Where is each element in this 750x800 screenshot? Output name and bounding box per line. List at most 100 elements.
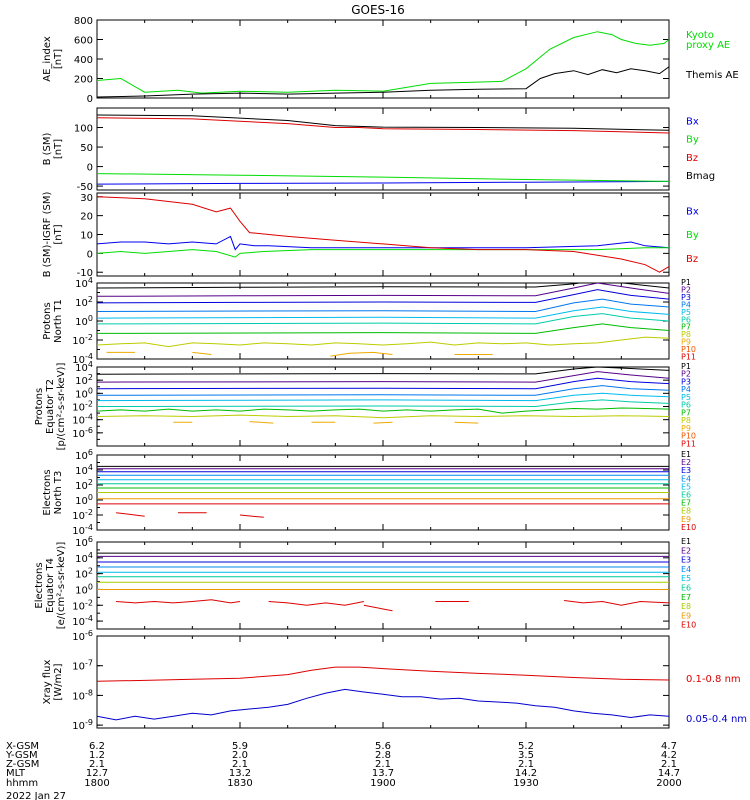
legend-label: P10 [681, 432, 696, 441]
y-axis-label: [e/(cm²-s-sr-keV)] [56, 542, 67, 630]
ephemeris-value: 4.7 [661, 741, 677, 752]
legend-label: Bz [686, 254, 698, 265]
legend-label: By [686, 230, 699, 241]
y-tick-label: 50 [80, 143, 93, 154]
legend-label: P4 [681, 385, 691, 394]
ephemeris-row-label: X-GSM [6, 741, 39, 752]
y-tick-label: 100 [75, 386, 93, 400]
panel-bdiff: -10 0 10 20 30 B (SM)-IGRF (SM) [nT] Bx By Bz [42, 192, 699, 280]
y-axis-label: AE_index [42, 36, 53, 82]
ephemeris-value: 6.2 [89, 741, 105, 752]
y-tick-label: 0 [87, 249, 93, 260]
legend-label: E9 [681, 611, 691, 620]
series-line-p8 [97, 336, 669, 348]
series-line-p1 [97, 367, 669, 375]
legend-label: E6 [681, 491, 691, 500]
y-axis-label: Electrons [42, 469, 53, 515]
legend-label: Themis AE [685, 70, 739, 81]
legend-label: Bx [686, 116, 699, 127]
ephemeris-value: 1830 [227, 778, 252, 789]
ephemeris-row-label: Y-GSM [5, 750, 38, 761]
panel-frame [96, 19, 670, 99]
y-tick-label: 10-9 [72, 718, 93, 732]
ephemeris-value: 13.2 [229, 768, 251, 779]
ephemeris-value: 2000 [656, 778, 681, 789]
y-axis-label: [nT] [53, 139, 64, 159]
series-line-bx [97, 235, 669, 251]
ephemeris-value: 2.1 [232, 759, 248, 770]
legend-label: E8 [681, 507, 691, 516]
y-axis-label: [p/(cm²-s-sr-keV)] [56, 363, 67, 451]
legend-label: E7 [681, 499, 691, 508]
legend-label: 0.1-0.8 nm [686, 674, 741, 685]
y-tick-label: 600 [74, 36, 93, 47]
ephemeris-value: 5.2 [518, 741, 534, 752]
y-axis-label: B (SM)-IGRF (SM) [42, 192, 53, 278]
series-group [97, 283, 669, 357]
y-tick-label: 100 [75, 314, 93, 328]
panel-pt1: 10-4 10-2 100 102 104 Protons North T1 P1P2P3P4… [42, 276, 696, 366]
series-line-by [97, 247, 669, 258]
y-tick-label: 106 [75, 448, 93, 462]
series-line-p6 [97, 399, 669, 408]
series-segment-p9 [454, 421, 479, 424]
y-tick-label: 800 [74, 16, 93, 27]
plot-title: GOES-16 [351, 3, 405, 17]
legend-label: E3 [681, 556, 691, 565]
legend-label: E2 [681, 546, 691, 555]
ephemeris-value: 2.1 [375, 759, 391, 770]
ephemeris-value: 1800 [84, 778, 109, 789]
series-segment-p9 [249, 421, 274, 424]
panel-xray: 10-9 10-8 10-7 10-6 Xray flux [W/m2] 0.1-0.8 n… [42, 629, 747, 732]
legend-label: E8 [681, 602, 691, 611]
ephemeris-table: X-GSMY-GSMZ-GSMMLThhmm6.21.22.112.718005… [5, 741, 682, 789]
y-tick-label: 102 [75, 567, 93, 581]
y-tick-label: 20 [80, 212, 93, 223]
y-tick-label: 102 [75, 295, 93, 309]
series-line-bmag [97, 114, 669, 131]
legend-label: P5 [681, 308, 691, 317]
legend-label: E6 [681, 584, 691, 593]
legend-label: P6 [681, 401, 691, 410]
series-line-p2 [97, 371, 669, 383]
legend-label: P9 [681, 338, 691, 347]
panel-frame [96, 282, 670, 360]
ephemeris-value: 14.2 [515, 768, 537, 779]
ephemeris-row-label: hhmm [6, 778, 38, 789]
ephemeris-value: 2.1 [661, 759, 677, 770]
series-group [97, 196, 669, 273]
y-tick-label: 102 [75, 478, 93, 492]
date-label: 2022 Jan 27 [6, 791, 66, 800]
legend-label: P7 [681, 408, 691, 417]
panel-frame [96, 635, 670, 729]
y-tick-label: 10-2 [72, 400, 93, 414]
series-line-p3 [97, 377, 669, 390]
ephemeris-value: 14.7 [658, 768, 680, 779]
legend-label: E9 [681, 515, 691, 524]
y-tick-label: 0 [87, 163, 93, 174]
legend-label: P11 [681, 439, 696, 448]
series-line-p4 [97, 298, 669, 313]
y-tick-label: 100 [75, 493, 93, 507]
panel-frame [96, 192, 670, 277]
legend-label: E10 [681, 621, 696, 630]
legend-label: Bmag [686, 171, 715, 182]
y-tick-label: -50 [77, 182, 93, 193]
y-axis-label: Equator T2 [45, 379, 56, 434]
series-group [97, 367, 669, 424]
series-line-bz [97, 117, 669, 134]
y-tick-label: 102 [75, 373, 93, 387]
y-tick-label: 10-2 [72, 508, 93, 522]
series-line-0-05-0-4-nm [97, 688, 669, 721]
y-tick-label: 100 [75, 582, 93, 596]
series-line-p1 [97, 283, 669, 289]
series-segment-e10 [116, 512, 145, 517]
ephemeris-value: 2.1 [89, 759, 105, 770]
y-axis-label: Protons [42, 302, 53, 339]
ephemeris-value: 2.1 [518, 759, 534, 770]
series-line-p2 [97, 283, 669, 297]
series-line-bx [97, 180, 669, 185]
series-line-p7 [97, 407, 669, 414]
y-tick-label: 10-8 [72, 688, 93, 702]
y-tick-label: 10-4 [72, 413, 93, 427]
